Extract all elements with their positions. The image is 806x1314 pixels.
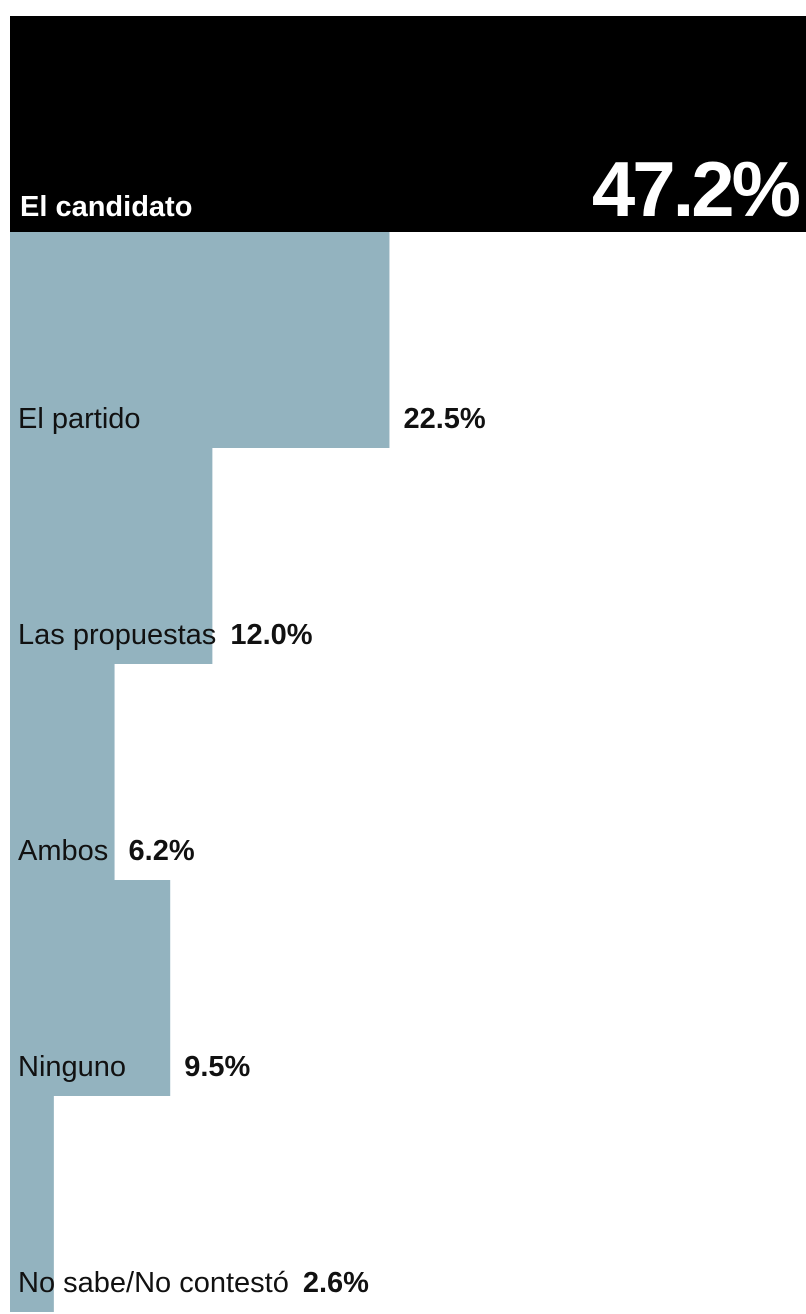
value-label: 12.0%	[230, 619, 312, 651]
value-label: 22.5%	[403, 403, 485, 435]
category-label: El partido	[18, 403, 141, 435]
bar	[10, 232, 390, 448]
value-label: 9.5%	[184, 1051, 250, 1083]
category-label: El candidato	[20, 191, 192, 223]
category-label: Ninguno	[18, 1051, 126, 1083]
bar	[10, 1096, 54, 1312]
category-label: No sabe/No contestó	[18, 1267, 289, 1299]
bar	[10, 664, 115, 880]
value-label: 47.2%	[592, 145, 800, 233]
value-label: 2.6%	[303, 1267, 369, 1299]
bar	[10, 880, 171, 1096]
bar	[10, 448, 213, 664]
value-label: 6.2%	[129, 835, 195, 867]
bar	[10, 16, 806, 232]
category-label: Las propuestas	[18, 619, 216, 651]
category-label: Ambos	[18, 835, 108, 867]
